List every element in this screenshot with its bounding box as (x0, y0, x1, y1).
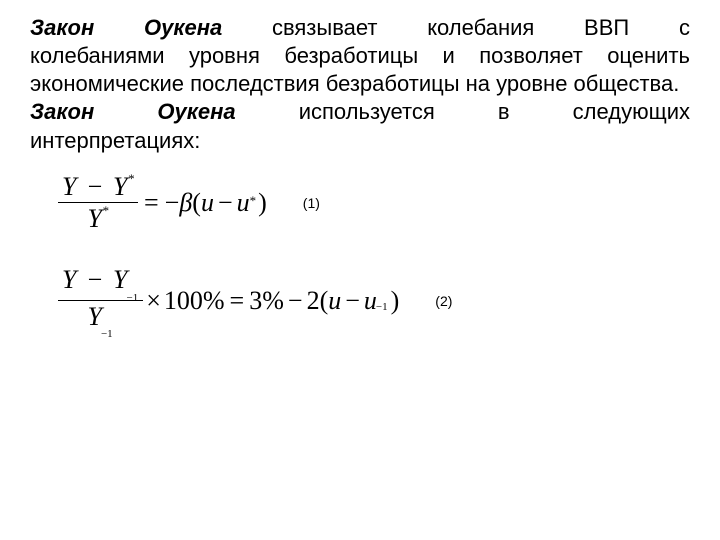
var-u: u (201, 188, 214, 218)
term-okun: Оукена (144, 14, 222, 42)
w: колебания (427, 14, 534, 42)
minus: − (214, 188, 237, 218)
minus: − (341, 286, 364, 316)
page: Закон Оукена связывает колебания ВВП с к… (0, 0, 720, 335)
p2-line1: Закон Оукена используется в следующих (30, 98, 690, 126)
w: с (679, 14, 690, 42)
eq2-rhs: × 100% = 3% − 2 ( u − u−1 ) (143, 286, 399, 316)
equation-2: Y − Y−1 Y−1 × 100% = 3% − 2 ( u − u−1 ) … (58, 266, 690, 334)
fraction-bar (58, 202, 138, 203)
paragraph-2: Закон Оукена используется в следующих ин… (30, 98, 690, 154)
eq1-fraction: Y − Y* Y* (58, 173, 138, 233)
eq1-numerator: Y − Y* (58, 173, 138, 200)
three-pct: 3% (249, 286, 284, 316)
eq1-rhs: = − β ( u − u* ) (138, 188, 267, 218)
rparen: ) (256, 188, 267, 218)
w: ВВП (584, 14, 629, 42)
p2-rest: интерпретациях: (30, 128, 200, 153)
w: в (498, 98, 510, 126)
w: связывает (272, 14, 378, 42)
w: следующих (573, 98, 690, 126)
sub-minus1: −1 (126, 292, 138, 304)
eq1-denominator: Y* (84, 205, 113, 232)
eq2-fraction: Y − Y−1 Y−1 (58, 266, 143, 334)
sub-minus1: −1 (376, 301, 388, 313)
paragraph-1: Закон Оукена связывает колебания ВВП с к… (30, 14, 690, 98)
term-law: Закон (30, 14, 94, 42)
var-ustar: u (237, 188, 250, 218)
var-y: Y (62, 265, 76, 294)
equation-1: Y − Y* Y* = − β ( u − u* ) (1) (58, 173, 690, 233)
beta: β (179, 188, 192, 218)
eq2-denominator: Y−1 (84, 303, 118, 335)
lparen: ( (192, 188, 201, 218)
w: используется (299, 98, 435, 126)
term-law: Закон (30, 98, 94, 126)
var-y-1: Y (113, 265, 127, 294)
p1-rest: колебаниями уровня безработицы и позволя… (30, 43, 690, 96)
hundred-pct: 100% (164, 286, 225, 316)
var-y-1: Y (88, 302, 102, 331)
var-y: Y (62, 172, 76, 201)
equals: = (225, 286, 250, 316)
star: * (127, 171, 134, 186)
eq2-number: (2) (435, 293, 452, 309)
var-ystar: Y (113, 172, 127, 201)
lparen: ( (320, 286, 329, 316)
term-okun: Оукена (157, 98, 235, 126)
var-u: u (328, 286, 341, 316)
rparen: ) (389, 286, 400, 316)
minus: − (83, 172, 107, 201)
p1-line1: Закон Оукена связывает колебания ВВП с (30, 14, 690, 42)
neg: − (165, 188, 180, 218)
eq1-number: (1) (303, 195, 320, 211)
sub-minus1: −1 (101, 328, 113, 340)
minus: − (83, 265, 107, 294)
eq2-numerator: Y − Y−1 (58, 266, 143, 298)
minus: − (284, 286, 307, 316)
star: * (102, 203, 109, 218)
two: 2 (307, 286, 320, 316)
var-ystar: Y (88, 204, 102, 233)
equals: = (138, 188, 165, 218)
times: × (143, 286, 164, 316)
star: * (250, 193, 257, 209)
